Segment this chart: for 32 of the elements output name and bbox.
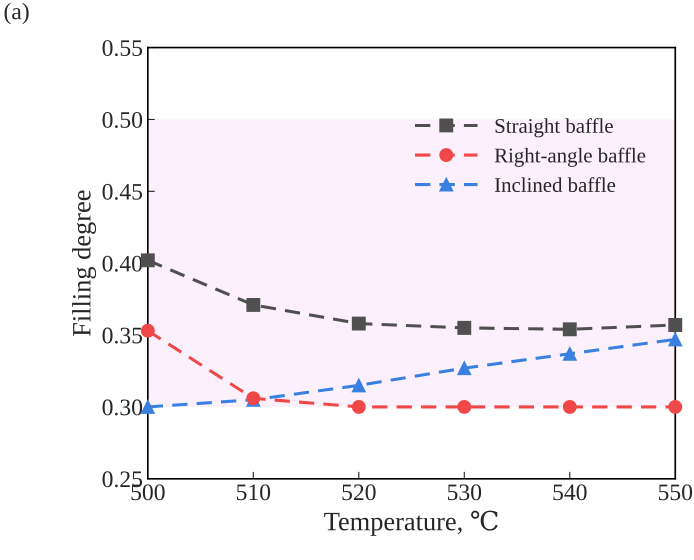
point bbox=[140, 253, 155, 268]
x-tick-label: 540 bbox=[553, 484, 587, 500]
legend-label: Straight baffle bbox=[496, 118, 613, 138]
point bbox=[352, 400, 366, 414]
y-tick-label: 0.30 bbox=[102, 399, 142, 416]
point bbox=[562, 322, 577, 336]
x-tick-label: 510 bbox=[236, 484, 270, 500]
y-tick-label: 0.35 bbox=[102, 328, 142, 344]
text: (a) bbox=[4, 2, 29, 24]
y-tick-label: 0.55 bbox=[102, 40, 142, 56]
y-tick-label: 0.45 bbox=[102, 184, 142, 200]
point bbox=[246, 298, 260, 312]
x-axis-title: Temperature, ℃ bbox=[324, 510, 498, 536]
point bbox=[140, 324, 155, 338]
x-tick-label: 550 bbox=[658, 484, 692, 500]
point bbox=[668, 332, 682, 346]
point bbox=[457, 400, 472, 414]
x-tick-label: 530 bbox=[448, 484, 482, 500]
legend-label: Right-angle baffle bbox=[494, 148, 646, 167]
point bbox=[352, 378, 366, 392]
point bbox=[562, 400, 577, 414]
y-tick-label: 0.50 bbox=[102, 112, 142, 128]
y-tick-label: 0.40 bbox=[102, 256, 142, 272]
legend-label: Inclined baffle bbox=[494, 177, 616, 192]
point bbox=[668, 400, 682, 414]
point bbox=[562, 346, 577, 361]
point bbox=[457, 320, 472, 335]
point bbox=[457, 361, 472, 376]
x-tick-label: 520 bbox=[342, 484, 376, 500]
y-axis-title: Filling degree bbox=[72, 190, 96, 336]
point bbox=[352, 316, 366, 331]
point bbox=[668, 318, 682, 332]
